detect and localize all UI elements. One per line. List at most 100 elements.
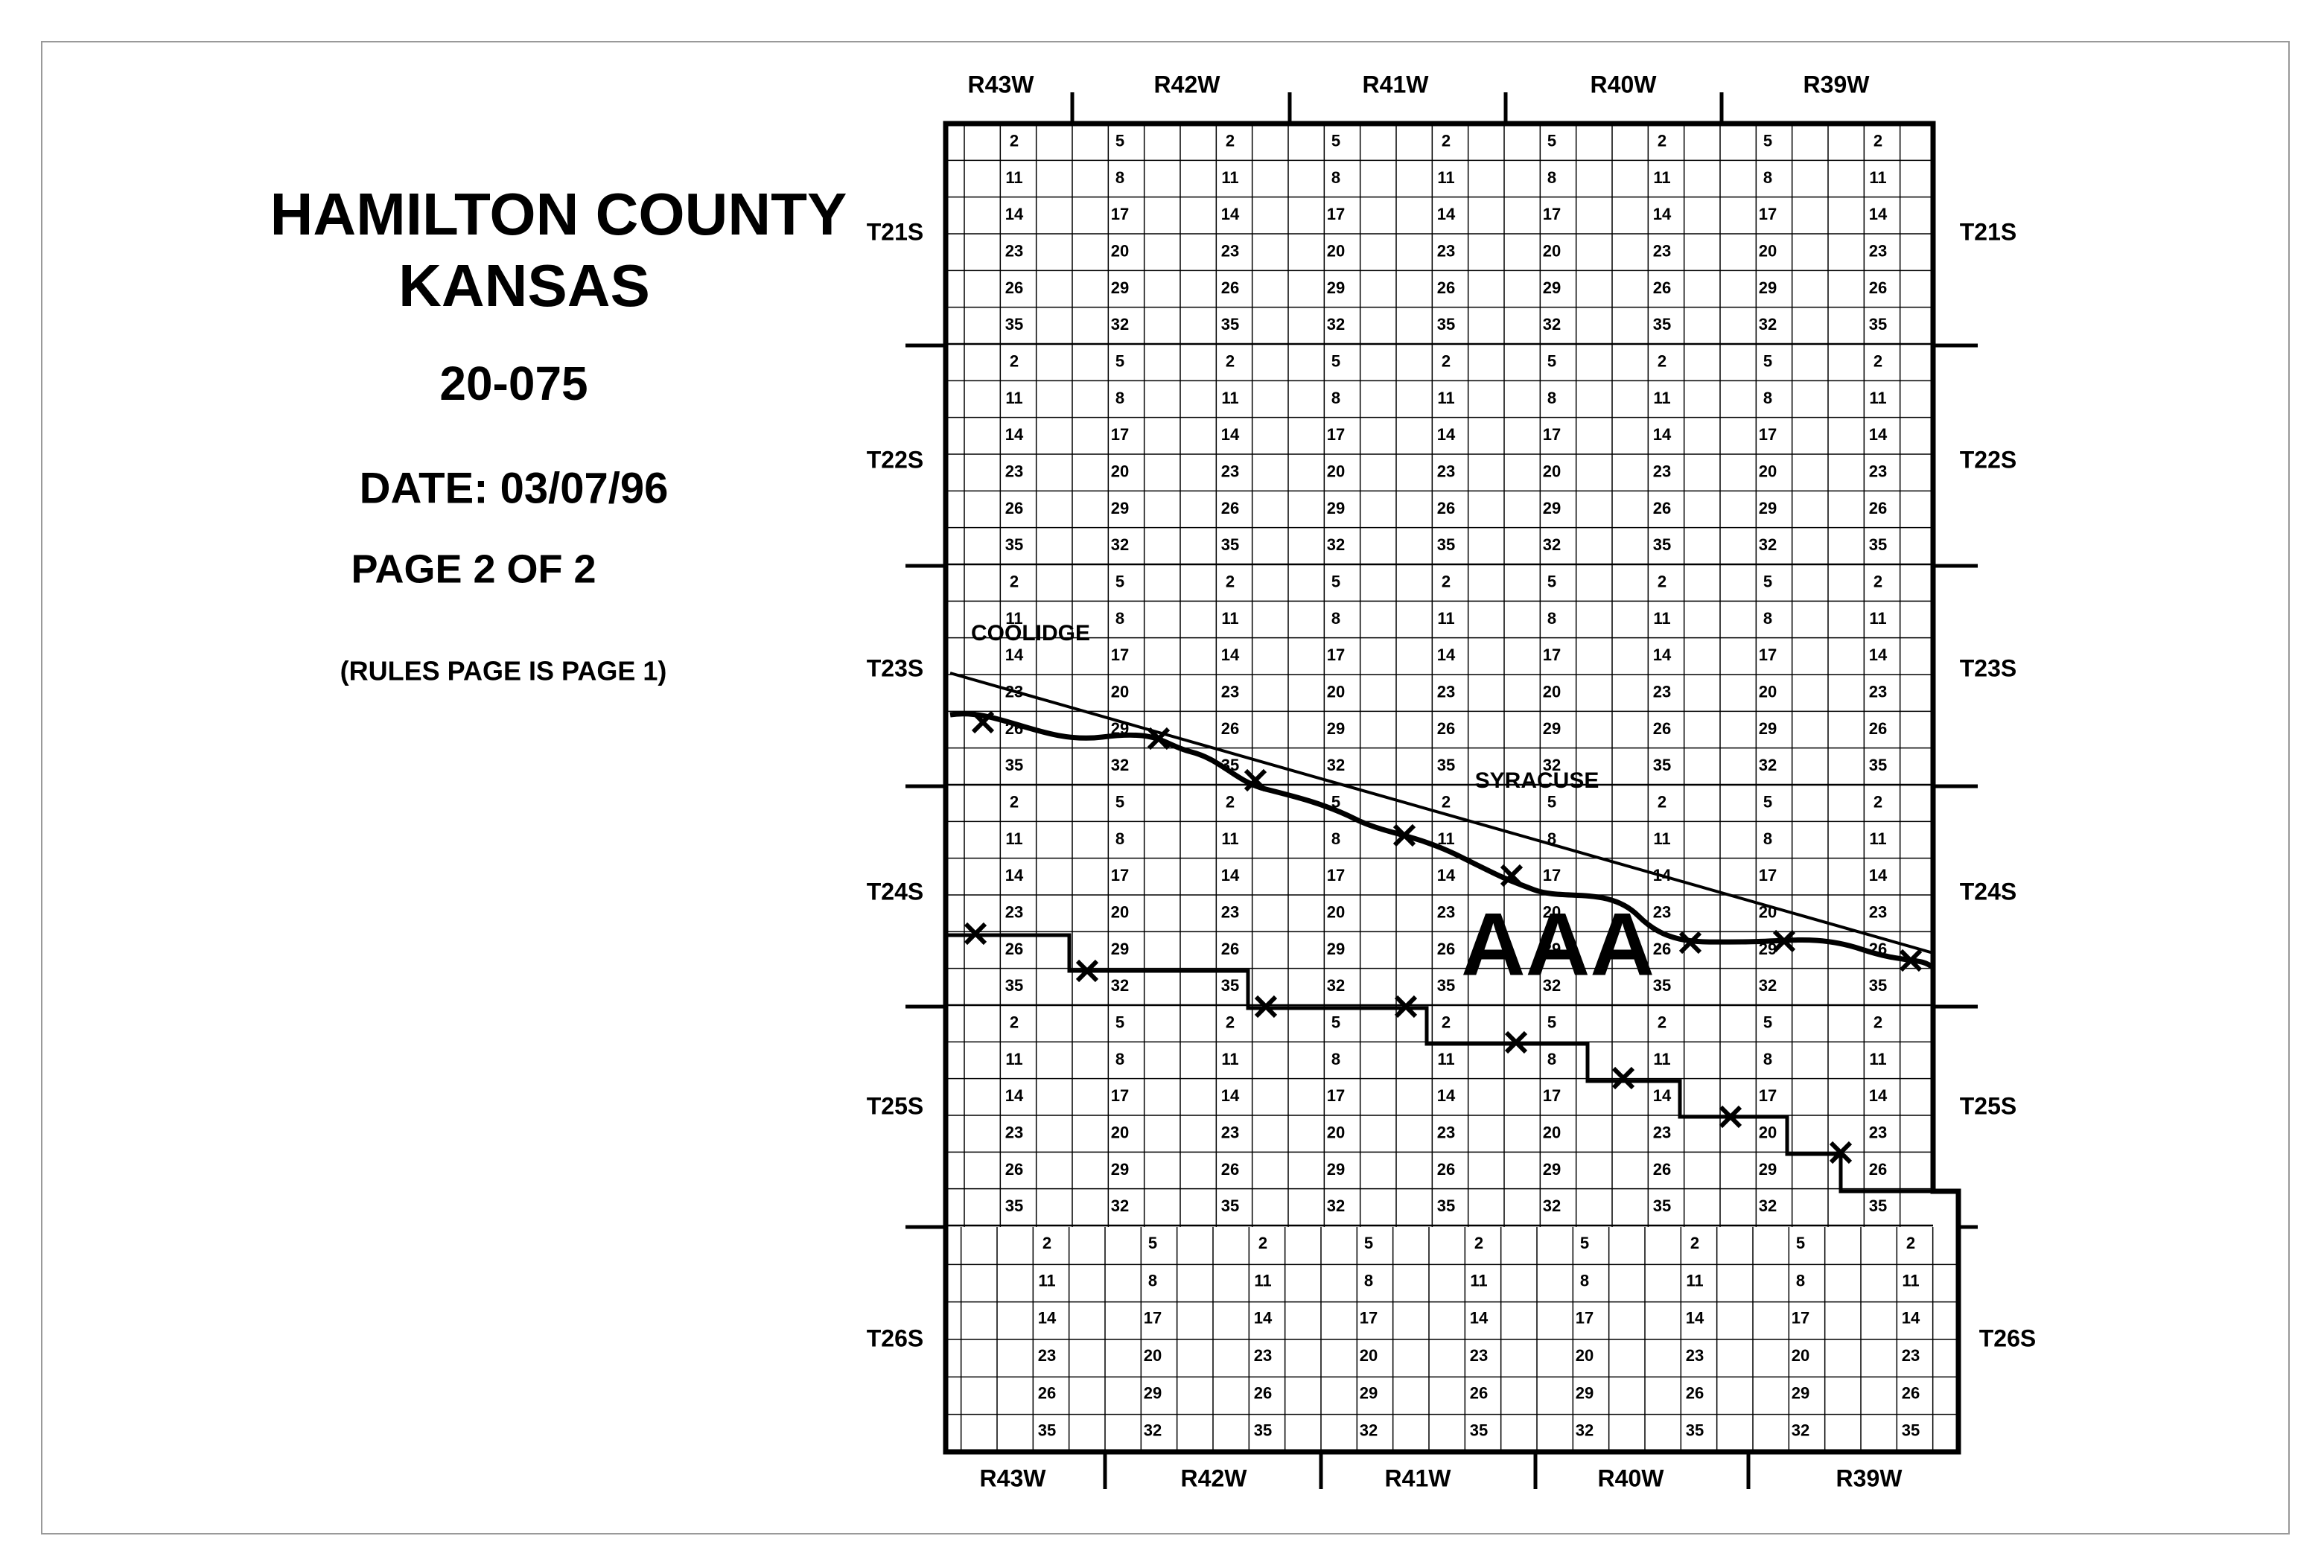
section-number: 32 [1111,315,1129,334]
section-number: 2 [1226,572,1235,590]
x-mark [971,710,995,734]
section-number: 32 [1327,535,1345,554]
section-number: 29 [1111,499,1129,517]
section-number: 14 [1869,205,1888,223]
section-number: 5 [1763,351,1772,370]
section-number: 29 [1327,499,1345,517]
section-number: 14 [1221,425,1240,444]
county-border [943,121,1961,1455]
section-number: 8 [1580,1271,1589,1290]
section-number: 17 [1543,646,1561,664]
section-number: 23 [1437,1123,1455,1141]
section-number: 5 [1796,1234,1805,1252]
section-number: 20 [1576,1346,1594,1365]
section-number: 14 [1653,646,1672,664]
section-number: 32 [1543,535,1561,554]
section-number: 2 [1042,1234,1051,1252]
section-number: 17 [1327,425,1345,444]
section-number: 11 [1437,389,1454,407]
section-number: 26 [1869,278,1887,297]
section-number: 20 [1360,1346,1378,1365]
section-number: 29 [1543,1160,1561,1179]
section-number: 2 [1658,572,1666,590]
section-number: 23 [1470,1346,1488,1365]
section-number: 5 [1547,351,1556,370]
section-number: 20 [1144,1346,1162,1365]
section-number: 11 [1038,1271,1055,1290]
section-number: 8 [1763,1050,1772,1068]
section-number: 8 [1115,168,1124,187]
section-number: 20 [1759,462,1777,480]
section-number: 32 [1327,756,1345,774]
note: (RULES PAGE IS PAGE 1) [340,656,667,686]
section-number: 20 [1543,462,1561,480]
section-number: 35 [1470,1421,1488,1440]
section-number: 17 [1543,866,1561,885]
range-label: R42W [1154,71,1221,98]
section-number: 20 [1327,682,1345,701]
section-number: 8 [1331,609,1340,628]
section-number: 8 [1115,609,1124,628]
section-number: 26 [1869,719,1887,738]
section-number: 11 [1653,389,1670,407]
section-number: 5 [1763,131,1772,150]
section-number: 35 [1005,1196,1023,1215]
section-number: 32 [1759,756,1777,774]
section-number: 35 [1869,1196,1887,1215]
section-number: 26 [1221,940,1239,958]
section-grid: 2 11 14 23 26 35 5 8 17 20 29 32 2 11 14 23 26 35 5 8 17 20 29… [946,124,1958,1452]
section-number: 20 [1111,462,1129,480]
section-number: 11 [1437,829,1454,848]
section-number: 11 [1437,1050,1454,1068]
township-label: T26S [867,1325,923,1351]
x-mark [1147,727,1171,750]
section-number: 5 [1763,572,1772,590]
section-number: 11 [1221,1050,1238,1068]
section-number: 8 [1763,389,1772,407]
section-number: 11 [1005,609,1022,628]
x-mark [1504,1030,1528,1054]
section-number: 23 [1869,1123,1887,1141]
section-number: 29 [1543,278,1561,297]
township-label: T25S [867,1092,923,1119]
section-number: 14 [1221,646,1240,664]
section-number: 23 [1869,682,1887,701]
section-number: 35 [1221,315,1239,334]
section-number: 35 [1437,1196,1455,1215]
range-label: R41W [1363,71,1430,98]
township-label: T23S [1960,654,2016,681]
section-number: 5 [1547,792,1556,811]
section-number: 5 [1331,351,1340,370]
section-number: 5 [1580,1234,1589,1252]
section-number: 2 [1474,1234,1483,1252]
section-number: 35 [1038,1421,1056,1440]
section-number: 35 [1005,756,1023,774]
section-number: 35 [1653,535,1671,554]
x-mark [1611,1066,1635,1090]
section-number: 32 [1543,1196,1561,1215]
x-mark [1772,929,1796,953]
x-mark [1500,864,1524,887]
section-number: 17 [1759,646,1777,664]
section-number: 23 [1005,1123,1023,1141]
section-number: 2 [1010,131,1019,150]
section-number: 2 [1010,572,1019,590]
section-number: 26 [1437,940,1455,958]
x-mark [1392,823,1416,847]
page-frame [41,41,2290,1534]
section-number: 26 [1869,499,1887,517]
x-mark [1075,959,1099,983]
section-number: 5 [1331,792,1340,811]
section-number: 26 [1005,1160,1023,1179]
section-number: 26 [1437,278,1455,297]
section-number: 35 [1437,535,1455,554]
section-number: 14 [1005,646,1024,664]
section-number: 2 [1258,1234,1267,1252]
section-number: 5 [1115,1013,1124,1031]
section-number: 20 [1759,682,1777,701]
section-number: 32 [1792,1421,1809,1440]
section-number: 29 [1759,499,1777,517]
section-number: 14 [1653,1086,1672,1105]
section-number: 17 [1111,1086,1129,1105]
section-number: 20 [1759,1123,1777,1141]
